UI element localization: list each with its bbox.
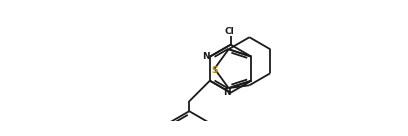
Text: N: N bbox=[202, 52, 210, 61]
Text: N: N bbox=[223, 88, 231, 97]
Text: S: S bbox=[211, 66, 218, 75]
Text: Cl: Cl bbox=[224, 27, 234, 36]
